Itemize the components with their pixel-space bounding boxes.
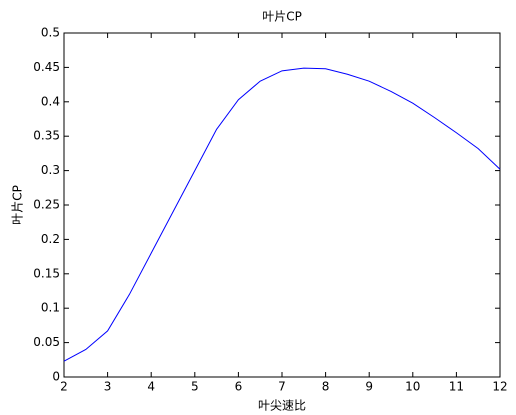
x-axis-label: 叶尖速比 [258,399,306,413]
y-tick-label: 0.1 [41,301,60,315]
x-tick-label: 4 [147,380,155,394]
y-tick-label: 0.3 [41,163,60,177]
x-tick-label: 8 [322,380,330,394]
x-tick-label: 2 [60,380,68,394]
y-tick-label: 0.45 [33,60,60,74]
y-tick-label: 0.05 [33,335,60,349]
y-tick-label: 0.15 [33,266,60,280]
y-axis-label: 叶片CP [11,185,25,225]
x-tick-label: 11 [449,380,464,394]
chart-title: 叶片CP [262,10,302,24]
y-tick-label: 0.25 [33,198,60,212]
x-tick-label: 6 [235,380,243,394]
y-tick-label: 0.5 [41,26,60,40]
plot-area [63,32,501,378]
y-tick-label: 0 [52,370,60,384]
y-tick-label: 0.4 [41,94,60,108]
x-tick-label: 10 [405,380,420,394]
x-tick-label: 7 [278,380,286,394]
x-tick-label: 3 [104,380,112,394]
data-line [63,67,501,362]
y-tick-label: 0.35 [33,129,60,143]
y-tick-label: 0.2 [41,232,60,246]
x-tick-label: 9 [365,380,373,394]
x-tick-label: 12 [492,380,507,394]
x-tick-label: 5 [191,380,199,394]
